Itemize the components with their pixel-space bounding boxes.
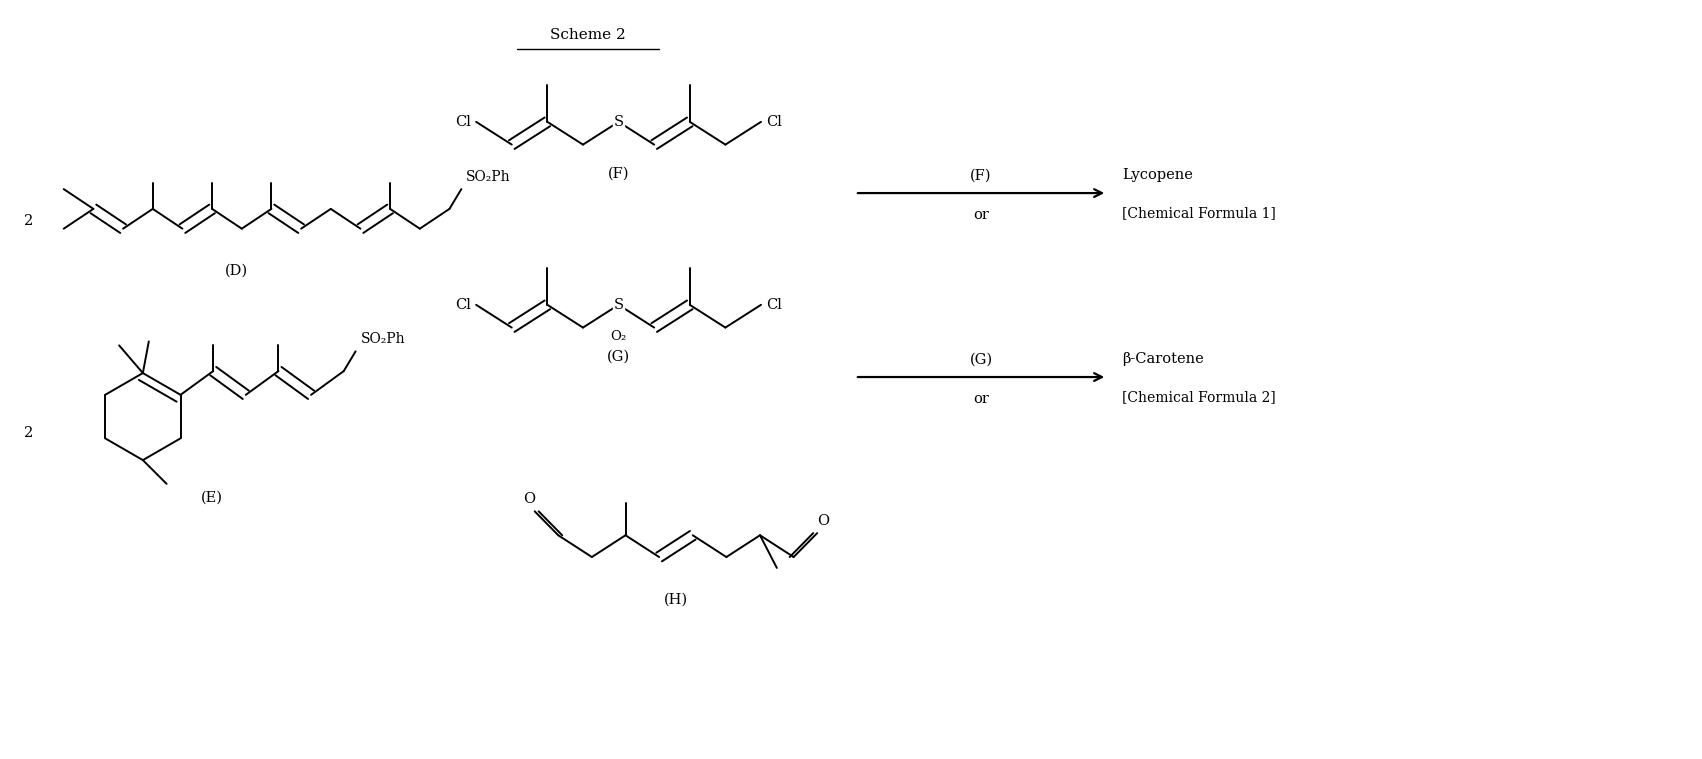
Text: SO₂Ph: SO₂Ph [466, 170, 511, 184]
Text: O: O [817, 515, 829, 528]
Text: O: O [523, 493, 534, 506]
Text: or: or [974, 392, 989, 406]
Text: (G): (G) [970, 352, 992, 367]
Text: Lycopene: Lycopene [1122, 168, 1193, 182]
Text: [Chemical Formula 2]: [Chemical Formula 2] [1122, 390, 1276, 404]
Text: SO₂Ph: SO₂Ph [361, 332, 405, 346]
Text: (D): (D) [225, 263, 248, 277]
Text: (H): (H) [664, 593, 688, 606]
Text: 2: 2 [24, 427, 34, 440]
Text: (F): (F) [608, 166, 630, 181]
Text: Cl: Cl [456, 115, 471, 129]
Text: S: S [613, 298, 623, 312]
Text: O₂: O₂ [611, 330, 626, 343]
Text: (E): (E) [201, 490, 223, 505]
Text: Scheme 2: Scheme 2 [550, 28, 626, 42]
Text: Cl: Cl [456, 298, 471, 312]
Text: β-Carotene: β-Carotene [1122, 352, 1203, 367]
Text: Cl: Cl [766, 115, 781, 129]
Text: S: S [613, 115, 623, 129]
Text: Cl: Cl [766, 298, 781, 312]
Text: [Chemical Formula 1]: [Chemical Formula 1] [1122, 206, 1276, 220]
Text: 2: 2 [24, 214, 34, 228]
Text: (G): (G) [608, 349, 630, 364]
Text: (F): (F) [970, 168, 992, 182]
Text: or: or [974, 208, 989, 222]
